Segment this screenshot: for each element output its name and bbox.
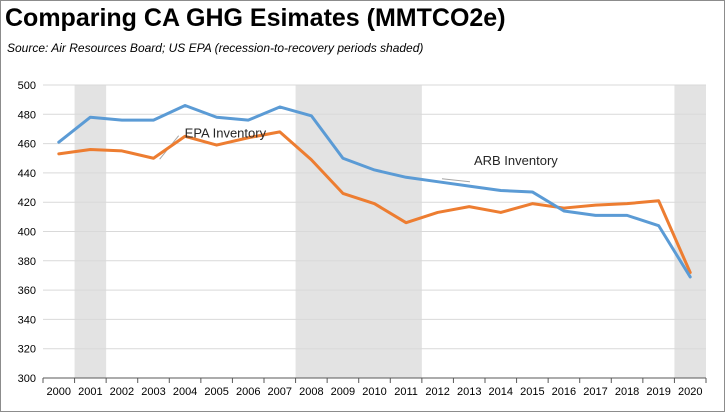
y-tick-label-320: 320 (18, 344, 36, 356)
x-tick-label-2019: 2019 (646, 386, 670, 398)
chart-source: Source: Air Resources Board; US EPA (rec… (7, 41, 424, 55)
y-tick-label-500: 500 (18, 80, 36, 92)
y-tick-label-460: 460 (18, 139, 36, 151)
x-tick-label-2014: 2014 (489, 386, 513, 398)
x-tick-label-2002: 2002 (110, 386, 134, 398)
x-tick-label-2015: 2015 (520, 386, 544, 398)
x-tick-label-2020: 2020 (678, 386, 702, 398)
y-tick-label-400: 400 (18, 227, 36, 239)
x-tick-label-2000: 2000 (47, 386, 71, 398)
x-tick-label-2003: 2003 (141, 386, 165, 398)
x-tick-label-2005: 2005 (204, 386, 228, 398)
arb-annotation-leader (441, 178, 471, 183)
x-tick-label-2018: 2018 (615, 386, 639, 398)
x-tick-label-2012: 2012 (425, 386, 449, 398)
x-tick-label-2008: 2008 (299, 386, 323, 398)
x-tick-label-2017: 2017 (583, 386, 607, 398)
x-tick-label-2013: 2013 (457, 386, 481, 398)
chart-title: Comparing CA GHG Esimates (MMTCO2e) (5, 4, 506, 32)
arb-inventory-label: ARB Inventory (474, 153, 558, 168)
x-tick-label-2010: 2010 (362, 386, 386, 398)
x-tick-label-2001: 2001 (78, 386, 102, 398)
y-tick-label-440: 440 (18, 168, 36, 180)
epa-series-line (57, 130, 692, 275)
epa-inventory-label: EPA Inventory (185, 126, 267, 141)
x-tick-label-2006: 2006 (236, 386, 260, 398)
y-tick-label-300: 300 (18, 373, 36, 385)
x-tick-label-2009: 2009 (331, 386, 355, 398)
x-tick-label-2004: 2004 (173, 386, 197, 398)
y-tick-label-340: 340 (18, 314, 36, 326)
y-tick-label-480: 480 (18, 109, 36, 121)
y-tick-label-420: 420 (18, 197, 36, 209)
y-tick-label-380: 380 (18, 256, 36, 268)
arb-series-line (57, 104, 692, 279)
y-tick-label-360: 360 (18, 285, 36, 297)
x-tick-label-2011: 2011 (394, 386, 418, 398)
x-tick-label-2007: 2007 (268, 386, 292, 398)
x-tick-label-2016: 2016 (552, 386, 576, 398)
